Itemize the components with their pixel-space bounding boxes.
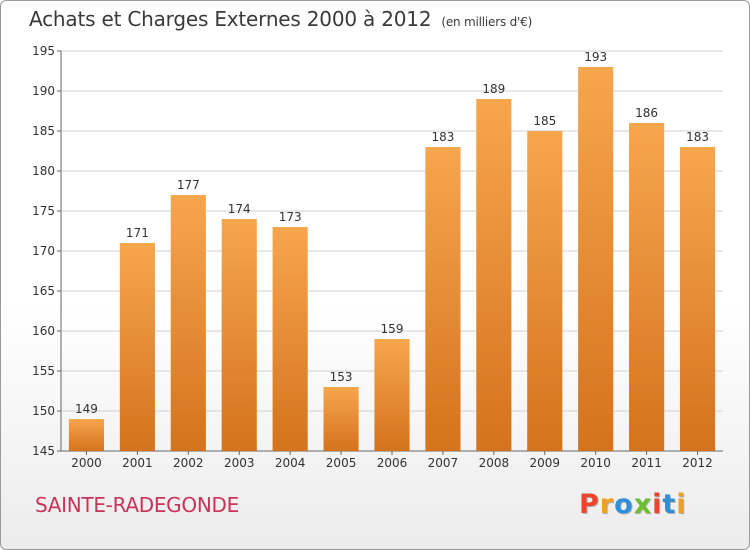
- labels: 145 150 155 160 165 170 175 180 185 190 195 2000 149…: [32, 44, 713, 470]
- data-label: 174: [228, 202, 251, 216]
- y-tick-label: 160: [32, 324, 55, 338]
- x-tick-label: 2012: [682, 456, 713, 470]
- x-tick-label: 2000: [71, 456, 102, 470]
- y-tick-label: 175: [32, 204, 55, 218]
- data-label: 173: [279, 210, 302, 224]
- bar-2009: [527, 131, 563, 451]
- logo-letter: P: [579, 489, 600, 520]
- bar-2006: [374, 339, 410, 451]
- bar-2012: [679, 147, 716, 451]
- x-tick-label: 2008: [479, 456, 510, 470]
- bar-2000: [68, 419, 105, 451]
- data-label: 186: [635, 106, 658, 120]
- logo-letter: i: [652, 489, 663, 520]
- y-tick-label: 170: [32, 244, 55, 258]
- y-tick-label: 155: [32, 364, 55, 378]
- y-tick-label: 150: [32, 404, 55, 418]
- x-tick-label: 2004: [275, 456, 306, 470]
- y-tick-label: 180: [32, 164, 55, 178]
- chart-subtitle: (en milliers d'€): [441, 15, 533, 29]
- data-label: 183: [686, 130, 709, 144]
- data-label: 185: [533, 114, 556, 128]
- bars: [68, 67, 716, 451]
- proxiti-logo: Proxiti: [579, 489, 687, 520]
- data-label: 189: [482, 82, 505, 96]
- place-name: SAINTE-RADEGONDE: [35, 493, 239, 517]
- x-tick-label: 2010: [580, 456, 611, 470]
- data-label: 149: [75, 402, 98, 416]
- x-tick-label: 2009: [529, 456, 560, 470]
- bar-2002: [170, 195, 206, 451]
- data-label: 159: [381, 322, 404, 336]
- logo-letter: t: [662, 489, 677, 520]
- x-tick-label: 2006: [377, 456, 408, 470]
- x-tick-label: 2002: [173, 456, 204, 470]
- bar-2011: [629, 123, 665, 451]
- x-tick-label: 2007: [428, 456, 459, 470]
- data-label: 177: [177, 178, 200, 192]
- data-label: 183: [431, 130, 454, 144]
- y-tick-label: 145: [32, 444, 55, 458]
- logo-letter: x: [633, 489, 653, 520]
- y-tick-label: 185: [32, 124, 55, 138]
- bar-2008: [476, 99, 512, 451]
- data-label: 171: [126, 226, 149, 240]
- logo-letter: i: [676, 489, 687, 520]
- bar-2001: [119, 243, 155, 451]
- logo-letter: o: [614, 489, 634, 520]
- bar-2003: [221, 219, 257, 451]
- bar-2005: [323, 387, 359, 451]
- title-text: Achats et Charges Externes 2000 à 2012: [29, 7, 432, 31]
- bar-2007: [425, 147, 461, 451]
- bar-2010: [578, 67, 614, 451]
- x-tick-label: 2011: [631, 456, 662, 470]
- x-tick-label: 2003: [224, 456, 255, 470]
- data-label: 193: [584, 50, 607, 64]
- y-tick-label: 190: [32, 84, 55, 98]
- bar-2004: [272, 227, 308, 451]
- x-tick-label: 2001: [122, 456, 153, 470]
- chart-title: Achats et Charges Externes 2000 à 2012 (e…: [29, 7, 532, 31]
- x-tick-label: 2005: [326, 456, 357, 470]
- y-tick-label: 195: [32, 44, 55, 58]
- data-label: 153: [330, 370, 353, 384]
- y-tick-label: 165: [32, 284, 55, 298]
- logo-letter: r: [599, 489, 615, 520]
